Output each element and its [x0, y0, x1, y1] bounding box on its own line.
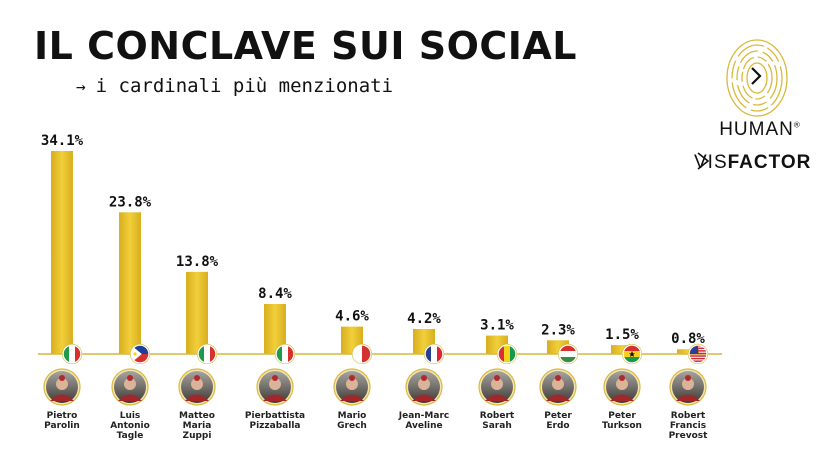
italy-flag: [274, 343, 296, 365]
category-label: Jean-Marc: [398, 411, 449, 421]
data-label: 2.3%: [541, 322, 575, 338]
brand-visfactor: VIS FACTOR: [694, 152, 812, 173]
guinea-flag: [496, 343, 518, 365]
avatar: [603, 368, 641, 406]
data-label: 13.8%: [176, 254, 219, 270]
bar: [51, 151, 73, 354]
data-label: 34.1%: [41, 133, 84, 149]
usa-flag: [687, 343, 709, 365]
page-subtitle: → i cardinali più menzionati: [76, 74, 393, 99]
bar: [119, 212, 141, 354]
category-label: Matteo: [179, 411, 215, 421]
france-flag: [423, 343, 445, 365]
category-label: Robert: [480, 411, 515, 421]
hungary-flag: [557, 343, 579, 365]
brand-human: HUMAN®: [719, 119, 801, 140]
data-label: 4.2%: [407, 311, 441, 327]
avatar: [178, 368, 216, 406]
category-label: Zuppi: [183, 431, 212, 441]
category-label: Sarah: [482, 421, 511, 431]
arrow-right-icon: →: [76, 77, 86, 96]
bar: [611, 345, 633, 354]
avatar: [333, 368, 371, 406]
category-label: Parolin: [44, 421, 80, 431]
avatar: [256, 368, 294, 406]
category-label: Robert: [671, 411, 706, 421]
data-label: 23.8%: [109, 194, 152, 210]
brand-logo: HUMAN® VIS FACTOR: [690, 36, 826, 176]
page-title: IL CONCLAVE SUI SOCIAL: [34, 24, 578, 68]
data-label: 4.6%: [335, 309, 369, 325]
data-label: 1.5%: [605, 327, 639, 343]
data-label: 8.4%: [258, 286, 292, 302]
bar: [677, 349, 699, 354]
category-label: Tagle: [117, 431, 144, 441]
category-label: Luis: [120, 411, 141, 421]
data-label: 0.8%: [671, 331, 705, 347]
category-label: Pietro: [47, 411, 78, 421]
bar: [264, 303, 286, 354]
avatar: [405, 368, 443, 406]
avatar: [669, 368, 707, 406]
category-label: Erdo: [546, 421, 569, 431]
fingerprint-icon: [726, 39, 788, 117]
chevron-right-icon: [697, 152, 710, 170]
avatar: [111, 368, 149, 406]
category-label: Aveline: [405, 421, 442, 431]
avatar: [43, 368, 81, 406]
category-label: Peter: [544, 411, 572, 421]
philippines-flag: [129, 343, 151, 365]
avatar: [478, 368, 516, 406]
italy-flag: [196, 343, 218, 365]
ghana-flag: [621, 343, 643, 365]
category-label: Mario: [338, 411, 367, 421]
avatar: [539, 368, 577, 406]
category-label: Turkson: [602, 421, 642, 431]
category-label: Pierbattista: [245, 411, 305, 421]
subtitle-text: i cardinali più menzionati: [95, 75, 394, 97]
category-label: Antonio: [110, 421, 150, 431]
data-label: 3.1%: [480, 318, 514, 334]
malta-flag: [351, 343, 373, 365]
category-label: Prevost: [669, 431, 709, 441]
category-label: Francis: [670, 421, 706, 431]
category-label: Pizzaballa: [250, 421, 301, 431]
italy-flag: [61, 343, 83, 365]
category-label: Peter: [608, 411, 636, 421]
category-label: Maria: [183, 421, 212, 431]
category-label: Grech: [337, 421, 367, 431]
bar: [186, 271, 208, 354]
